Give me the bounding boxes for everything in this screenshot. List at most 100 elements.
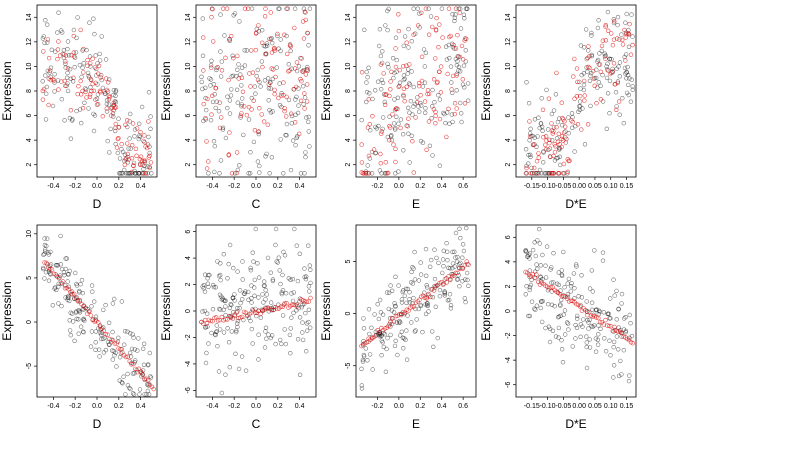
point (101, 307, 106, 313)
point (291, 302, 297, 308)
point (272, 87, 277, 93)
point (145, 164, 150, 169)
point (450, 249, 455, 255)
point (116, 124, 122, 130)
point (237, 288, 243, 293)
point (256, 23, 261, 28)
point (586, 320, 591, 325)
point (406, 105, 411, 111)
point (577, 93, 583, 99)
point (462, 263, 468, 268)
point (67, 115, 73, 121)
point (549, 138, 555, 143)
point (248, 84, 253, 89)
point (300, 320, 305, 325)
point (630, 87, 635, 92)
point (229, 171, 235, 176)
point (527, 268, 532, 273)
point (54, 287, 59, 293)
point (125, 171, 130, 176)
point (213, 85, 218, 91)
point (381, 331, 386, 336)
point (549, 111, 555, 117)
point (85, 57, 90, 63)
point (571, 74, 576, 79)
point (609, 56, 614, 62)
point (621, 348, 626, 353)
point (302, 9, 308, 14)
point (423, 50, 429, 56)
y-tick-label: 4 (26, 138, 33, 142)
point (300, 69, 305, 74)
point (219, 115, 224, 120)
point (620, 95, 625, 101)
point (610, 66, 615, 72)
point (559, 347, 565, 352)
point (403, 286, 409, 291)
point (125, 371, 130, 377)
point (593, 336, 599, 341)
point (454, 73, 459, 78)
point (280, 272, 285, 278)
point (218, 12, 223, 17)
point (219, 59, 225, 64)
point (226, 152, 232, 157)
point (70, 117, 75, 122)
point (102, 89, 107, 94)
point (404, 84, 409, 90)
point (462, 101, 468, 106)
x-tick-label: 0.4 (295, 403, 305, 410)
point (70, 292, 75, 297)
point (141, 138, 146, 144)
point (384, 346, 389, 352)
point (561, 161, 567, 167)
point (289, 315, 294, 320)
y-tick-label: -6 (505, 382, 512, 388)
point (258, 84, 263, 89)
point (552, 158, 558, 163)
point (562, 308, 568, 313)
point (424, 147, 429, 153)
y-tick-label: 6 (185, 230, 192, 234)
point (407, 297, 412, 302)
point (96, 320, 101, 325)
point (379, 77, 384, 83)
point (599, 43, 605, 49)
point (237, 163, 242, 168)
point (64, 75, 70, 81)
point (592, 83, 597, 89)
point (289, 111, 294, 116)
point (72, 338, 77, 343)
point (551, 129, 556, 134)
point (556, 171, 561, 176)
point (272, 45, 277, 51)
point (453, 12, 458, 17)
point (397, 83, 402, 89)
point (258, 315, 263, 320)
point (621, 316, 627, 321)
point (42, 251, 47, 257)
point (62, 118, 67, 123)
point (363, 346, 368, 351)
point (300, 337, 306, 343)
point (210, 99, 216, 105)
point (42, 247, 48, 252)
point (81, 60, 87, 66)
point (411, 304, 417, 309)
point (235, 321, 240, 326)
point (123, 122, 128, 128)
point (623, 35, 628, 40)
point (120, 171, 125, 176)
point (626, 44, 632, 49)
y-tick-label: 8 (185, 89, 192, 93)
point (269, 155, 275, 160)
point (379, 171, 384, 176)
point (91, 111, 96, 117)
point (556, 270, 561, 275)
point (229, 87, 234, 92)
series-red (42, 260, 156, 392)
point (400, 132, 406, 137)
